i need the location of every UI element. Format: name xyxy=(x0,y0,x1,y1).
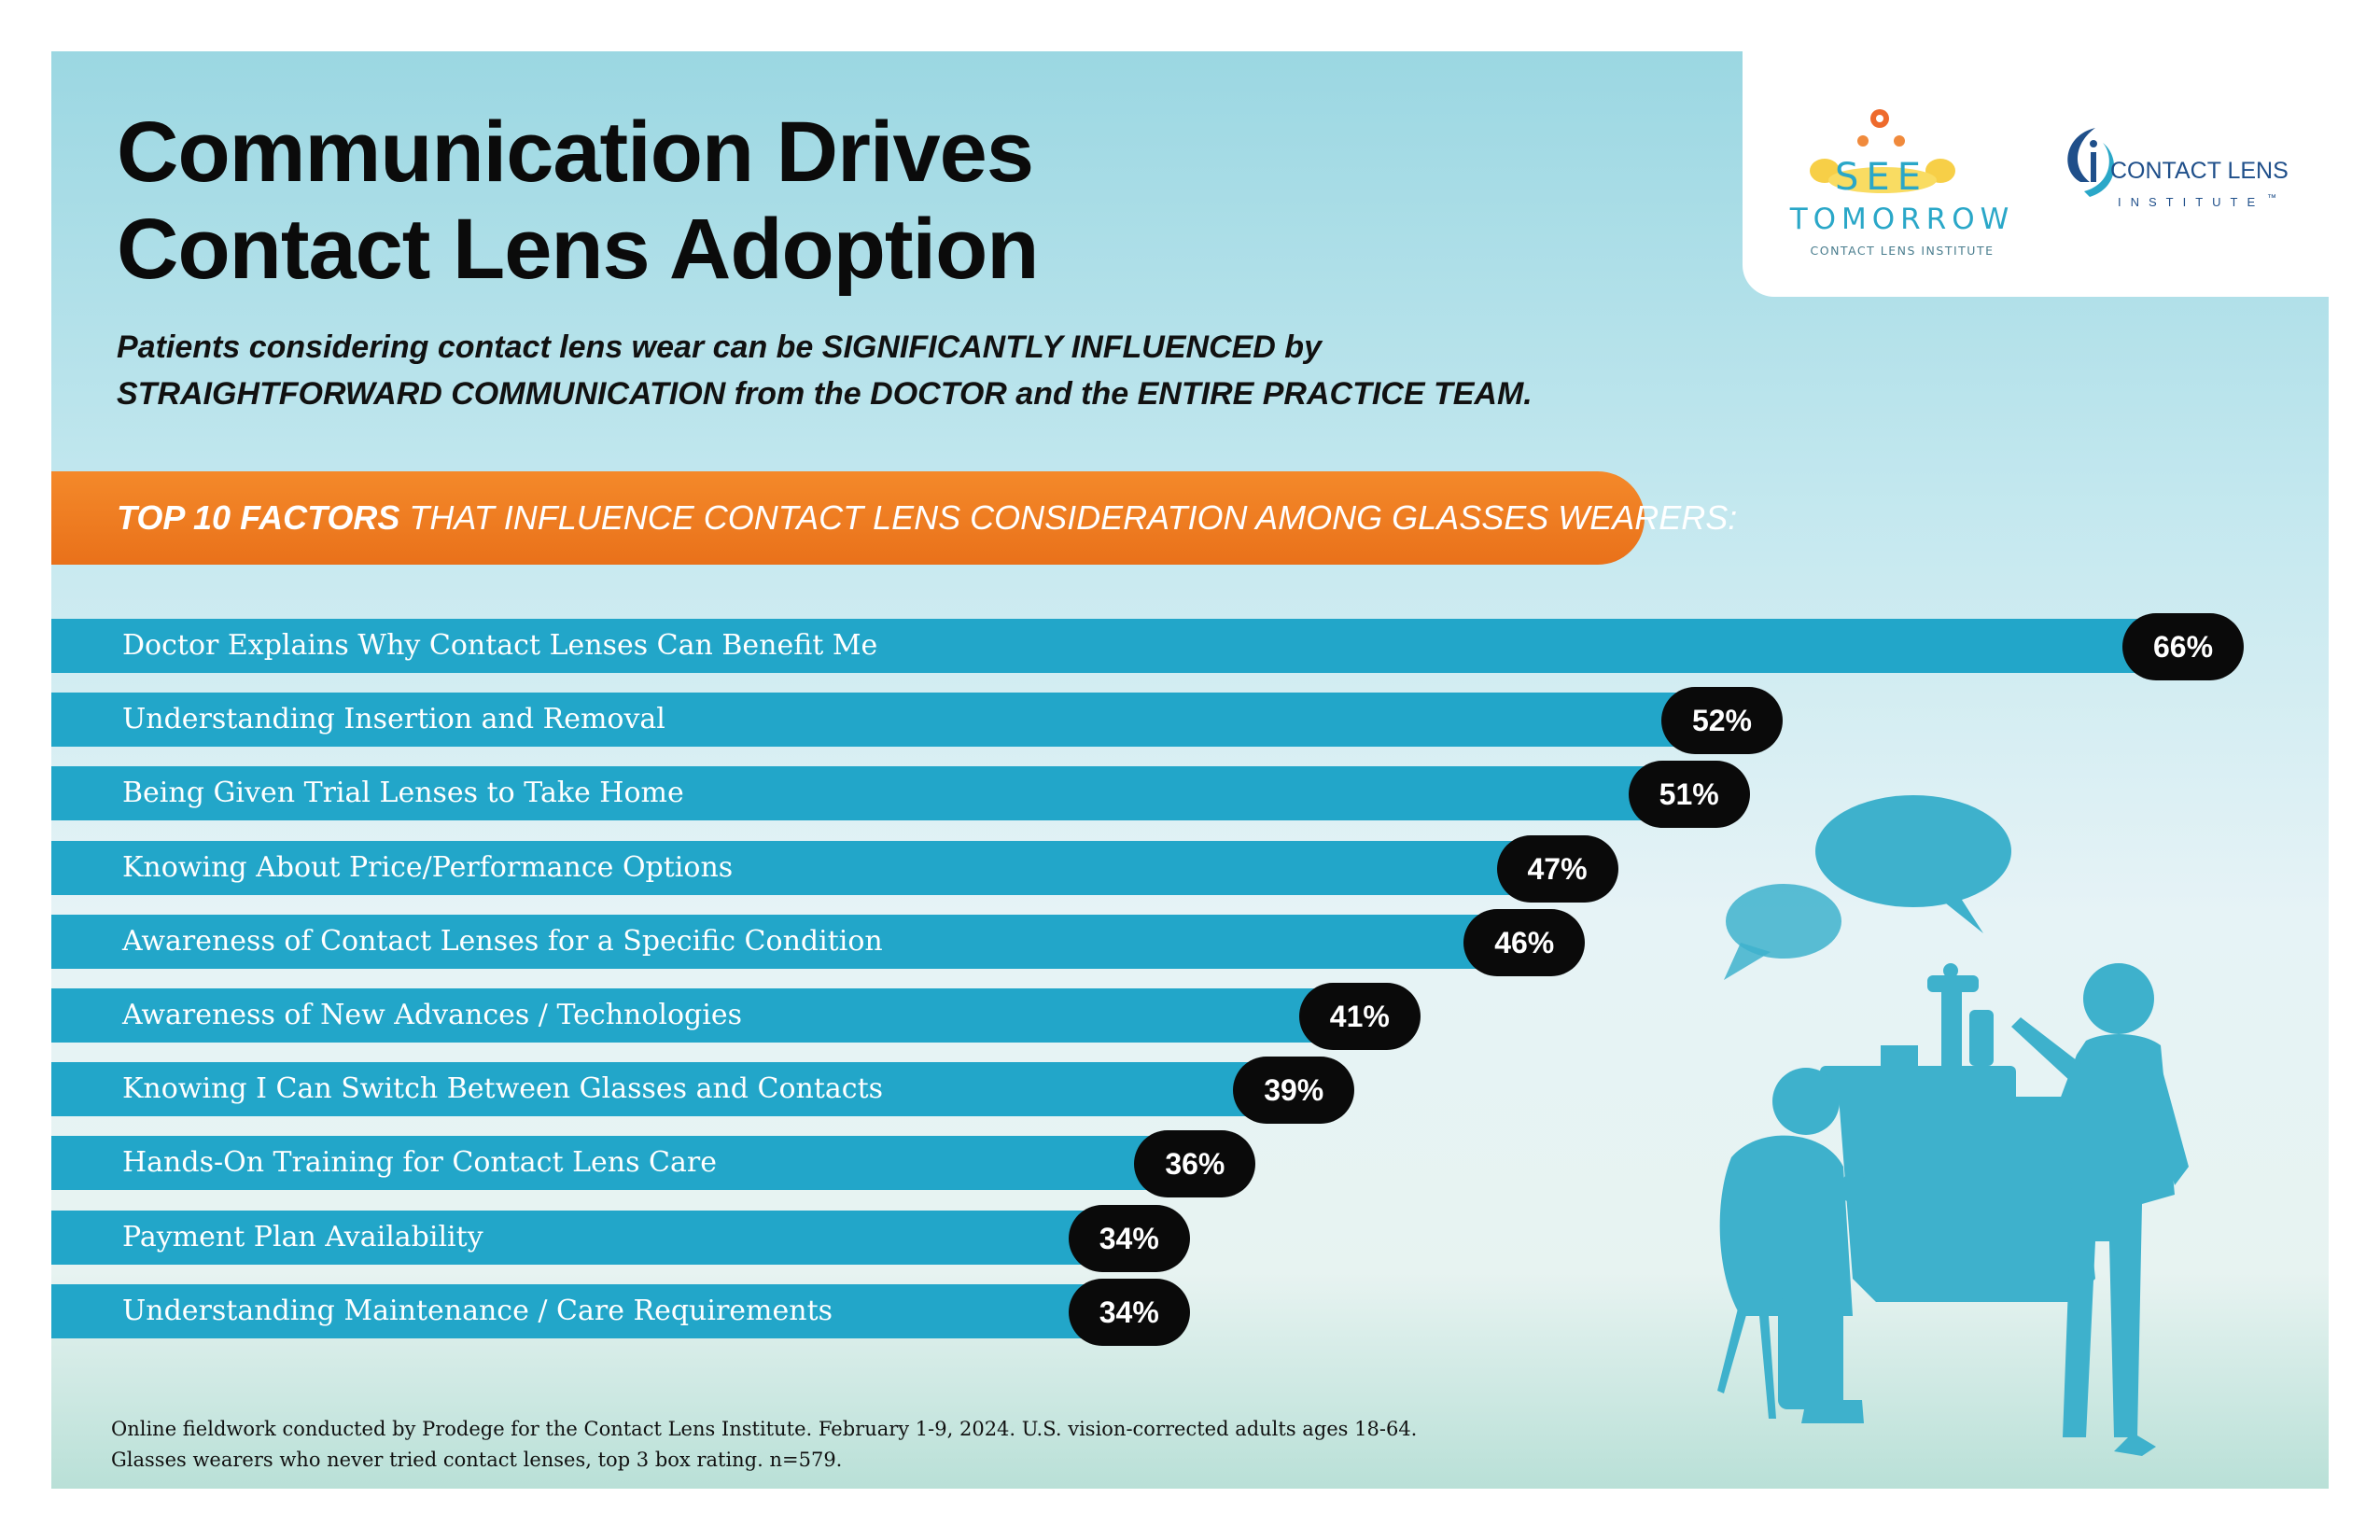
see-tomorrow-subtext: CONTACT LENS INSTITUTE xyxy=(1811,244,1995,258)
bar-value-label: 46% xyxy=(1463,908,1586,976)
lens-swoosh-icon xyxy=(2067,128,2115,197)
bar xyxy=(51,1136,1238,1191)
chart-title-banner: TOP 10 FACTORS THAT INFLUENCE CONTACT LE… xyxy=(51,471,1737,565)
bar xyxy=(51,619,2225,673)
cli-line-2: INSTITUTE xyxy=(2118,195,2264,209)
title-line-1: Communication Drives xyxy=(117,105,1034,200)
bar-value-label: 34% xyxy=(1068,1278,1190,1346)
footnote: Online fieldwork conducted by Prodege fo… xyxy=(111,1414,1417,1476)
bar-category-label: Payment Plan Availability xyxy=(122,1220,483,1253)
eye-dots-icon xyxy=(1810,109,1955,193)
bar-value-label: 51% xyxy=(1628,761,1750,829)
bar-category-label: Understanding Maintenance / Care Require… xyxy=(122,1294,833,1327)
bar-category-label: Being Given Trial Lenses to Take Home xyxy=(122,777,684,810)
bar-value-label: 39% xyxy=(1233,1057,1355,1125)
bar-category-label: Knowing About Price/Performance Options xyxy=(122,850,734,884)
bar xyxy=(51,1062,1337,1117)
subtitle-line-1: Patients considering contact lens wear c… xyxy=(117,329,1322,365)
exam-table-icon xyxy=(1820,963,2095,1302)
doctor-icon xyxy=(2011,963,2189,1456)
cli-tm: ™ xyxy=(2267,193,2276,203)
bar-category-label: Awareness of New Advances / Technologies xyxy=(122,999,742,1031)
bar-category-label: Doctor Explains Why Contact Lenses Can B… xyxy=(122,629,878,662)
see-tomorrow-logo: SEE TOMORROW CONTACT LENS INSTITUTE xyxy=(1789,109,2015,258)
bar-value-label: 36% xyxy=(1134,1130,1256,1198)
see-text: SEE xyxy=(1835,156,1928,199)
bar-category-label: Hands-On Training for Contact Lens Care xyxy=(122,1146,717,1180)
bar xyxy=(51,988,1402,1043)
bar-value-label: 47% xyxy=(1496,834,1618,903)
speech-bubble-icon xyxy=(1724,795,2011,980)
bar-value-label: 66% xyxy=(2122,613,2244,680)
bar-category-label: Knowing I Can Switch Between Glasses and… xyxy=(122,1072,884,1106)
subtitle-line-2: STRAIGHTFORWARD COMMUNICATION from the D… xyxy=(117,376,1533,412)
banner-rest: THAT INFLUENCE CONTACT LENS CONSIDERATIO… xyxy=(399,498,1738,537)
subtitle: Patients considering contact lens wear c… xyxy=(117,324,1533,417)
title-line-2: Contact Lens Adoption xyxy=(117,202,1039,297)
bar-value-label: 52% xyxy=(1660,687,1783,755)
banner-bold: TOP 10 FACTORS xyxy=(117,498,400,537)
eye-exam-illustration xyxy=(1717,795,2189,1456)
infographic-panel: Communication Drives Contact Lens Adopti… xyxy=(51,51,2329,1489)
banner-text: TOP 10 FACTORS THAT INFLUENCE CONTACT LE… xyxy=(117,471,1737,565)
bar xyxy=(51,766,1731,821)
bar-value-label: 34% xyxy=(1068,1204,1190,1272)
bar xyxy=(51,693,1764,748)
bar-category-label: Awareness of Contact Lenses for a Specif… xyxy=(122,924,883,958)
footnote-line-1: Online fieldwork conducted by Prodege fo… xyxy=(111,1418,1418,1440)
logo-area: SEE TOMORROW CONTACT LENS INSTITUTE CONT… xyxy=(1743,51,2329,297)
bar xyxy=(51,1283,1171,1338)
bar-value-label: 41% xyxy=(1298,983,1421,1050)
cli-logo: CONTACT LENS INSTITUTE ™ xyxy=(2067,128,2289,209)
bar xyxy=(51,840,1600,895)
footnote-line-2: Glasses wearers who never tried contact … xyxy=(111,1449,843,1471)
bar xyxy=(51,1210,1171,1265)
bar xyxy=(51,914,1567,969)
cli-line-1: CONTACT LENS xyxy=(2110,158,2289,184)
tomorrow-text: TOMORROW xyxy=(1789,203,2015,236)
page-title: Communication Drives Contact Lens Adopti… xyxy=(117,104,1039,298)
patient-icon xyxy=(1717,1068,1876,1423)
bar-category-label: Understanding Insertion and Removal xyxy=(122,703,665,736)
